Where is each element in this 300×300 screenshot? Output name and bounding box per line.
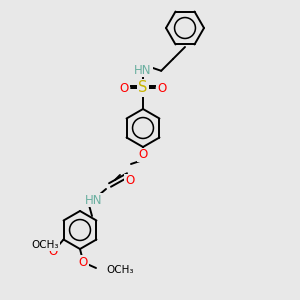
Text: O: O (158, 82, 166, 94)
Text: HN: HN (85, 194, 103, 206)
Text: HN: HN (134, 64, 152, 76)
Text: O: O (138, 148, 148, 161)
Text: S: S (138, 80, 148, 95)
Text: OCH₃: OCH₃ (32, 241, 59, 250)
Text: OCH₃: OCH₃ (106, 265, 134, 275)
Text: O: O (119, 82, 129, 94)
Text: O: O (125, 175, 135, 188)
Text: O: O (78, 256, 88, 268)
Text: O: O (48, 245, 57, 258)
